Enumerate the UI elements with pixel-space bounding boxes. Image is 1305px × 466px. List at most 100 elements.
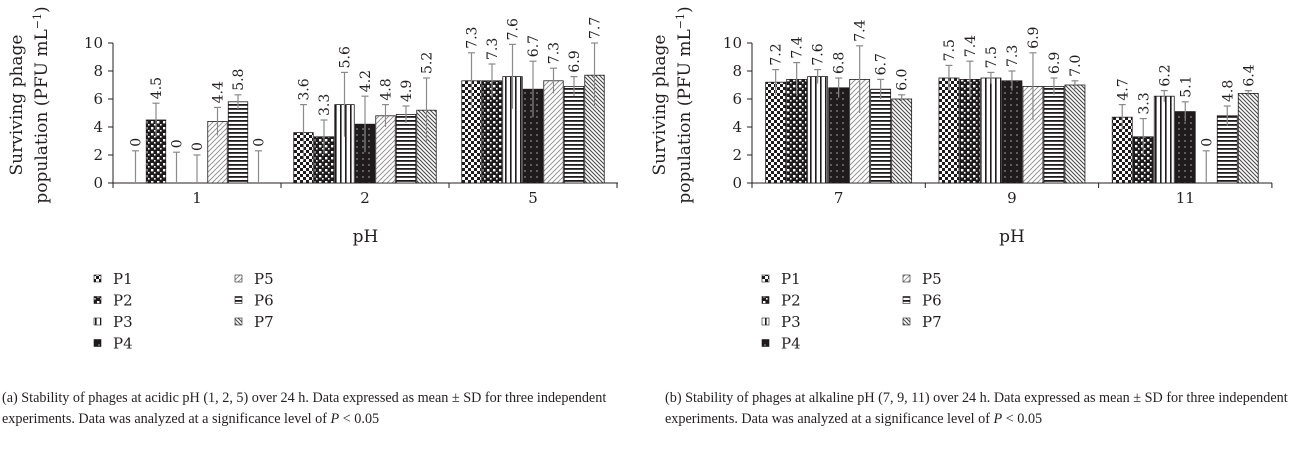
- y-axis-label-line2: population (PFU mL−1): [674, 6, 696, 203]
- bar: [543, 80, 564, 184]
- data-label: 4.2: [358, 70, 374, 92]
- y-axis-label-line1: Surviving phage: [650, 35, 670, 176]
- legend-label: P4: [781, 335, 801, 353]
- bar: [1153, 95, 1175, 184]
- legend-item: P7: [234, 313, 274, 331]
- data-label: 7.7: [588, 17, 604, 39]
- legend-item: P4: [93, 335, 133, 353]
- legend-label: P7: [922, 313, 942, 331]
- x-axis-label: pH: [999, 227, 1025, 247]
- data-label: 4.4: [211, 81, 227, 103]
- legend-item: P2: [93, 292, 133, 310]
- y-tick-label: 8: [732, 62, 742, 80]
- x-tick-label: 5: [528, 189, 538, 207]
- legend-swatch: [93, 339, 102, 347]
- y-axis-label-line1: Surviving phage: [7, 35, 27, 176]
- data-label: 4.8: [379, 78, 395, 100]
- legend-item: P6: [234, 292, 274, 310]
- bar: [1043, 86, 1065, 184]
- legend-label: P6: [254, 292, 274, 310]
- legend-swatch: [93, 296, 102, 304]
- bar: [980, 77, 1002, 184]
- data-label: 7.3: [465, 27, 481, 49]
- legend-label: P6: [922, 292, 942, 310]
- y-tick-label: 4: [93, 118, 103, 136]
- bar: [1174, 111, 1196, 184]
- bar: [395, 114, 417, 184]
- data-label: 4.9: [399, 80, 415, 102]
- data-label: 7.3: [485, 38, 501, 60]
- bar: [1216, 115, 1238, 184]
- data-label: 3.6: [297, 78, 313, 100]
- data-label: 7.0: [1068, 55, 1084, 77]
- y-axis-label-exponent: −1: [674, 13, 687, 29]
- data-label: 6.0: [895, 69, 911, 91]
- x-tick-label: 7: [834, 189, 844, 207]
- bar: [563, 86, 585, 184]
- legend-swatch: [902, 317, 911, 326]
- caption-b-text: (b) Stability of phages at alkaline pH (…: [665, 390, 1288, 427]
- data-label: 7.4: [853, 19, 869, 41]
- bar: [828, 87, 850, 184]
- legend-label: P3: [781, 313, 801, 331]
- y-tick-label: 6: [93, 90, 103, 108]
- chart-panel-a: Surviving phage population (PFU mL−1) 0 2 4 6…: [7, 6, 618, 353]
- y-tick-label: 2: [732, 146, 742, 164]
- caption-a-suffix: < 0.05: [339, 411, 380, 427]
- legend-item: P1: [761, 270, 801, 288]
- data-label: 6.7: [874, 53, 890, 75]
- bar: [1064, 84, 1086, 184]
- data-label: 5.2: [420, 52, 436, 74]
- legend-swatch: [234, 296, 243, 304]
- y-tick-label: 10: [84, 34, 103, 52]
- y-axis-label-exponent: −1: [31, 13, 44, 29]
- data-label: 0: [129, 138, 145, 147]
- legend-label: P5: [922, 270, 942, 288]
- legend-swatch: [761, 339, 770, 347]
- y-axis-label-text: population (PFU mL: [32, 29, 52, 203]
- data-label: 7.3: [1005, 45, 1021, 67]
- legend-swatch: [761, 274, 770, 283]
- data-label: 6.7: [526, 35, 542, 57]
- data-label: 3.3: [1136, 92, 1152, 114]
- legend-item: P7: [902, 313, 942, 331]
- legend-label: P5: [254, 270, 274, 288]
- legend-item: P3: [93, 313, 133, 331]
- data-label: 7.5: [984, 46, 1000, 68]
- data-label: 7.4: [963, 35, 979, 57]
- data-label: 7.3: [547, 42, 563, 64]
- data-label: 5.1: [1178, 76, 1194, 98]
- legend-label: P1: [113, 270, 133, 288]
- legend-item: P6: [902, 292, 942, 310]
- y-axis-label-text: population (PFU mL: [675, 29, 695, 203]
- legend-swatch: [234, 274, 243, 283]
- legend-swatch: [761, 296, 770, 304]
- data-label: 7.2: [769, 43, 785, 65]
- legend-item: P5: [234, 270, 274, 288]
- legend-label: P2: [781, 292, 801, 310]
- y-axis-label-line2: population (PFU mL−1): [31, 6, 53, 203]
- data-label: 4.8: [1220, 80, 1236, 102]
- caption-panel-a: (a) Stability of phages at acidic pH (1,…: [2, 388, 642, 430]
- legend-swatch: [902, 274, 911, 283]
- data-label: 7.6: [506, 18, 522, 40]
- legend-label: P2: [113, 292, 133, 310]
- x-axis-label: pH: [353, 227, 379, 247]
- legend-label: P1: [781, 270, 801, 288]
- data-label: 4.5: [149, 77, 165, 99]
- legend-swatch: [761, 317, 770, 326]
- legend-label: P4: [113, 335, 133, 353]
- x-tick-label: 11: [1176, 189, 1195, 207]
- y-axis-label-close: ): [32, 6, 52, 13]
- bar: [1237, 93, 1259, 184]
- y-tick-label: 4: [732, 118, 742, 136]
- data-label: 0: [190, 142, 206, 151]
- data-label: 0: [252, 138, 268, 147]
- data-label: 6.8: [832, 52, 848, 74]
- bar: [765, 81, 787, 184]
- y-tick-label: 8: [93, 62, 103, 80]
- legend-item: P1: [93, 270, 133, 288]
- caption-a-p: P: [330, 411, 340, 427]
- bar: [870, 88, 892, 184]
